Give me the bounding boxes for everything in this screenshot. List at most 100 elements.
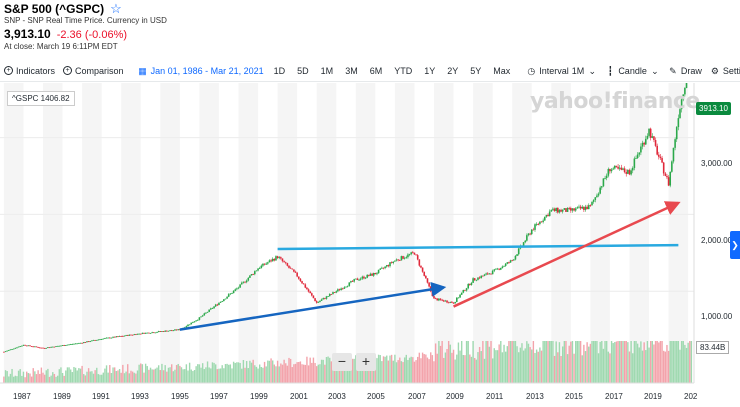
period-1m[interactable]: 1M (320, 65, 334, 76)
expand-panel-button[interactable]: ❯ (730, 231, 740, 259)
price-chart[interactable] (0, 83, 740, 407)
candlestick-icon: ┇ (607, 65, 614, 76)
period-1d[interactable]: 1D (273, 65, 286, 76)
volume-bar (249, 360, 251, 383)
candle-body (680, 99, 683, 110)
candle-body (242, 281, 245, 283)
volume-bar (447, 341, 450, 383)
zoom-in-button[interactable]: + (356, 353, 376, 371)
volume-bar (180, 367, 183, 383)
candle-body (78, 342, 80, 344)
volume-bar (293, 364, 295, 383)
candle-body (275, 256, 277, 261)
indicators-button[interactable]: + Indicators (0, 66, 59, 76)
volume-bar (679, 349, 681, 383)
candle-body (456, 297, 458, 302)
volume-bar (239, 362, 241, 383)
candle-body (625, 172, 628, 174)
volume-bar (506, 346, 509, 383)
candle-body (288, 265, 290, 268)
candle-body (237, 287, 240, 289)
draw-button[interactable]: ✎ Draw (664, 66, 706, 76)
candle-body (465, 288, 468, 291)
candle-body (319, 300, 321, 302)
candle-body (307, 289, 310, 292)
year-band (512, 83, 532, 383)
candle-body (420, 265, 422, 268)
period-6m[interactable]: 6M (369, 65, 383, 76)
candle-body (91, 340, 93, 342)
volume-bar (338, 365, 341, 383)
date-range-button[interactable]: ▦ Jan 01, 1986 - Mar 21, 2021 (134, 66, 268, 76)
volume-bar (273, 364, 276, 383)
volume-bar (550, 341, 552, 383)
volume-bar (86, 371, 88, 383)
volume-bar (288, 357, 290, 383)
volume-bar (188, 362, 191, 383)
candle-body (172, 330, 175, 332)
candle-body (449, 301, 452, 303)
year-band (629, 83, 650, 383)
candle-body (304, 284, 307, 288)
candle-body (167, 330, 170, 332)
volume-bar (413, 361, 416, 383)
candle-body (196, 319, 199, 321)
volume-bar (55, 376, 57, 383)
x-tick-label: 1997 (210, 392, 228, 401)
period-ytd[interactable]: YTD (394, 65, 413, 76)
x-tick-label: 202 (684, 392, 698, 401)
volume-bar (371, 363, 373, 383)
candle-body (276, 256, 279, 259)
candle-body (425, 275, 427, 279)
volume-bar (539, 347, 541, 383)
interval-dropdown[interactable]: ◷ Interval 1M ⌄ (522, 66, 601, 76)
period-5y[interactable]: 5Y (470, 65, 482, 76)
candle-body (628, 169, 631, 175)
candle-body (470, 282, 473, 285)
candle-body (17, 346, 20, 348)
volume-bar (19, 369, 21, 383)
candle-body (501, 266, 504, 269)
candle-body (596, 195, 598, 198)
volume-bar (294, 363, 297, 383)
candle-body (574, 208, 577, 211)
volume-bar (286, 365, 289, 383)
volume-bar (258, 364, 261, 383)
period-2y[interactable]: 2Y (447, 65, 459, 76)
period-3m[interactable]: 3M (345, 65, 358, 76)
candle-body (615, 165, 618, 167)
comparison-button[interactable]: + Comparison (59, 66, 128, 76)
zoom-out-button[interactable]: − (332, 353, 352, 371)
candle-body (482, 275, 484, 277)
volume-bar (79, 368, 82, 383)
candle-body (138, 333, 140, 335)
volume-bar (475, 359, 478, 383)
chart-type-dropdown[interactable]: ┇ Candle ⌄ (601, 66, 664, 76)
candle-body (240, 282, 243, 285)
period-1y[interactable]: 1Y (424, 65, 436, 76)
candle-body (174, 329, 176, 331)
volume-bar (329, 357, 331, 383)
trend-arrow (453, 201, 681, 308)
candle-body (89, 341, 92, 343)
period-5d[interactable]: 5D (297, 65, 309, 76)
volume-bar (641, 350, 644, 383)
chart-area[interactable]: yahoo!finance ^GSPC 1406.82 3913.10 83.4… (0, 83, 740, 407)
candle-body (618, 167, 621, 169)
volume-bar (563, 341, 566, 383)
volume-bar (127, 364, 129, 383)
volume-bar (110, 373, 113, 383)
volume-bar (22, 371, 25, 383)
period-max[interactable]: Max (493, 65, 511, 76)
candle-body (311, 293, 313, 296)
settings-button[interactable]: ⚙ Settin (706, 66, 740, 76)
volume-bar (237, 362, 240, 383)
volume-bar (12, 376, 15, 383)
volume-bar (306, 356, 308, 383)
candle-body (402, 256, 404, 259)
volume-bar (254, 365, 256, 383)
candle-body (201, 315, 204, 317)
volume-bar (307, 365, 310, 383)
star-icon[interactable]: ☆ (110, 1, 122, 16)
volume-bar (107, 372, 109, 383)
